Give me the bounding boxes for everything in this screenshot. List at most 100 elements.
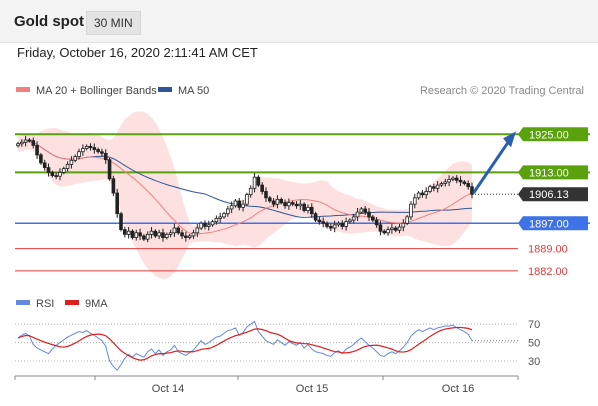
level-tag-1906-13: 1906.13 xyxy=(518,187,588,202)
candle-body xyxy=(264,191,268,199)
candle xyxy=(317,217,322,225)
candle xyxy=(42,159,47,171)
candle-body xyxy=(245,194,249,205)
x-tick-label: Oct 14 xyxy=(152,383,184,395)
candle xyxy=(382,229,387,235)
candle-body xyxy=(180,232,184,237)
candle-body xyxy=(206,224,211,227)
candle-body xyxy=(401,222,406,228)
rsi-level-label-50: 50 xyxy=(528,338,540,350)
candle-body xyxy=(283,202,287,207)
candle xyxy=(191,229,196,239)
interval-badge[interactable]: 30 MIN xyxy=(86,11,141,35)
candle xyxy=(237,197,242,211)
candle-body xyxy=(103,152,108,161)
candle xyxy=(145,231,150,243)
candle-body xyxy=(123,229,127,235)
candle xyxy=(210,219,215,227)
candle xyxy=(332,220,337,233)
candle-body xyxy=(454,177,459,181)
rsi-level-label-30: 30 xyxy=(528,356,540,368)
rsi-level-label-70: 70 xyxy=(528,319,540,331)
rsi-ma-line xyxy=(17,326,473,361)
attribution: Research © 2020 Trading Central xyxy=(420,85,584,97)
candle xyxy=(54,172,58,180)
timestamp: Friday, October 16, 2020 2:11:41 AM CET xyxy=(17,45,258,60)
candle xyxy=(164,232,169,240)
candle-body xyxy=(290,202,295,205)
candle xyxy=(157,229,161,239)
ma20-line xyxy=(17,141,473,235)
candle-body xyxy=(27,139,32,142)
header-bar: Gold spot 30 MIN xyxy=(0,0,598,43)
candle xyxy=(397,224,402,234)
candle xyxy=(409,201,413,220)
candle-body xyxy=(260,184,264,192)
candle xyxy=(96,147,100,154)
candle-body xyxy=(306,206,310,211)
candle xyxy=(306,204,310,214)
candle-body xyxy=(42,162,47,169)
candle xyxy=(351,213,356,224)
bollinger-band-area xyxy=(18,111,472,279)
candle xyxy=(290,200,295,207)
candle xyxy=(405,214,409,226)
candle-body xyxy=(275,199,280,205)
candle-body xyxy=(344,221,348,227)
candle xyxy=(88,143,93,151)
candle-body xyxy=(252,176,257,189)
candle xyxy=(84,144,89,151)
candle-body xyxy=(191,232,196,237)
level-label-1913-00: 1913.00 xyxy=(529,167,569,179)
candle-body xyxy=(393,227,398,231)
candle xyxy=(172,223,177,237)
legend-ma20-swatch xyxy=(16,87,30,92)
candle-body xyxy=(287,202,291,207)
candle-body xyxy=(153,230,158,237)
candle-body xyxy=(382,230,387,234)
candle-body xyxy=(363,208,367,213)
level-label-1889-00: 1889.00 xyxy=(528,244,568,256)
level-label-1897-00: 1897.00 xyxy=(529,218,569,230)
candle-body xyxy=(172,227,177,234)
candle xyxy=(432,183,436,192)
level-tag-bg xyxy=(518,165,588,180)
legend-ma20-label: MA 20 + Bollinger Bands xyxy=(36,85,157,97)
candle xyxy=(222,211,226,219)
candle-body xyxy=(332,224,337,229)
candle-body xyxy=(321,221,326,224)
candles xyxy=(16,135,474,243)
candle-body xyxy=(439,183,444,186)
candle xyxy=(229,201,234,214)
candle xyxy=(103,149,108,164)
moving-averages xyxy=(17,141,473,235)
candle-body xyxy=(203,222,207,227)
legend-ma50-swatch xyxy=(158,87,172,92)
legend-9ma-swatch xyxy=(65,300,79,305)
candle-body xyxy=(416,192,421,199)
candle xyxy=(321,217,326,228)
candle xyxy=(329,223,333,232)
level-tag-bg xyxy=(518,127,588,142)
candle-body xyxy=(164,233,169,238)
candle xyxy=(393,226,398,233)
candle-body xyxy=(309,206,314,215)
candle-body xyxy=(65,164,70,169)
candle-body xyxy=(267,197,272,202)
candle-body xyxy=(302,203,306,211)
candle-body xyxy=(126,230,131,235)
candle xyxy=(31,137,36,149)
candle-body xyxy=(424,191,429,196)
candle xyxy=(313,211,318,222)
candle-body xyxy=(214,218,219,223)
candle xyxy=(454,175,459,184)
candle xyxy=(287,198,291,210)
candle xyxy=(462,180,467,186)
candle xyxy=(302,202,306,213)
candle-body xyxy=(54,175,58,177)
candle-body xyxy=(100,151,104,154)
candle xyxy=(298,200,303,210)
candle-body xyxy=(367,211,371,218)
candle-body xyxy=(187,235,192,238)
rsi-panel: 70 50 30 xyxy=(15,319,540,371)
